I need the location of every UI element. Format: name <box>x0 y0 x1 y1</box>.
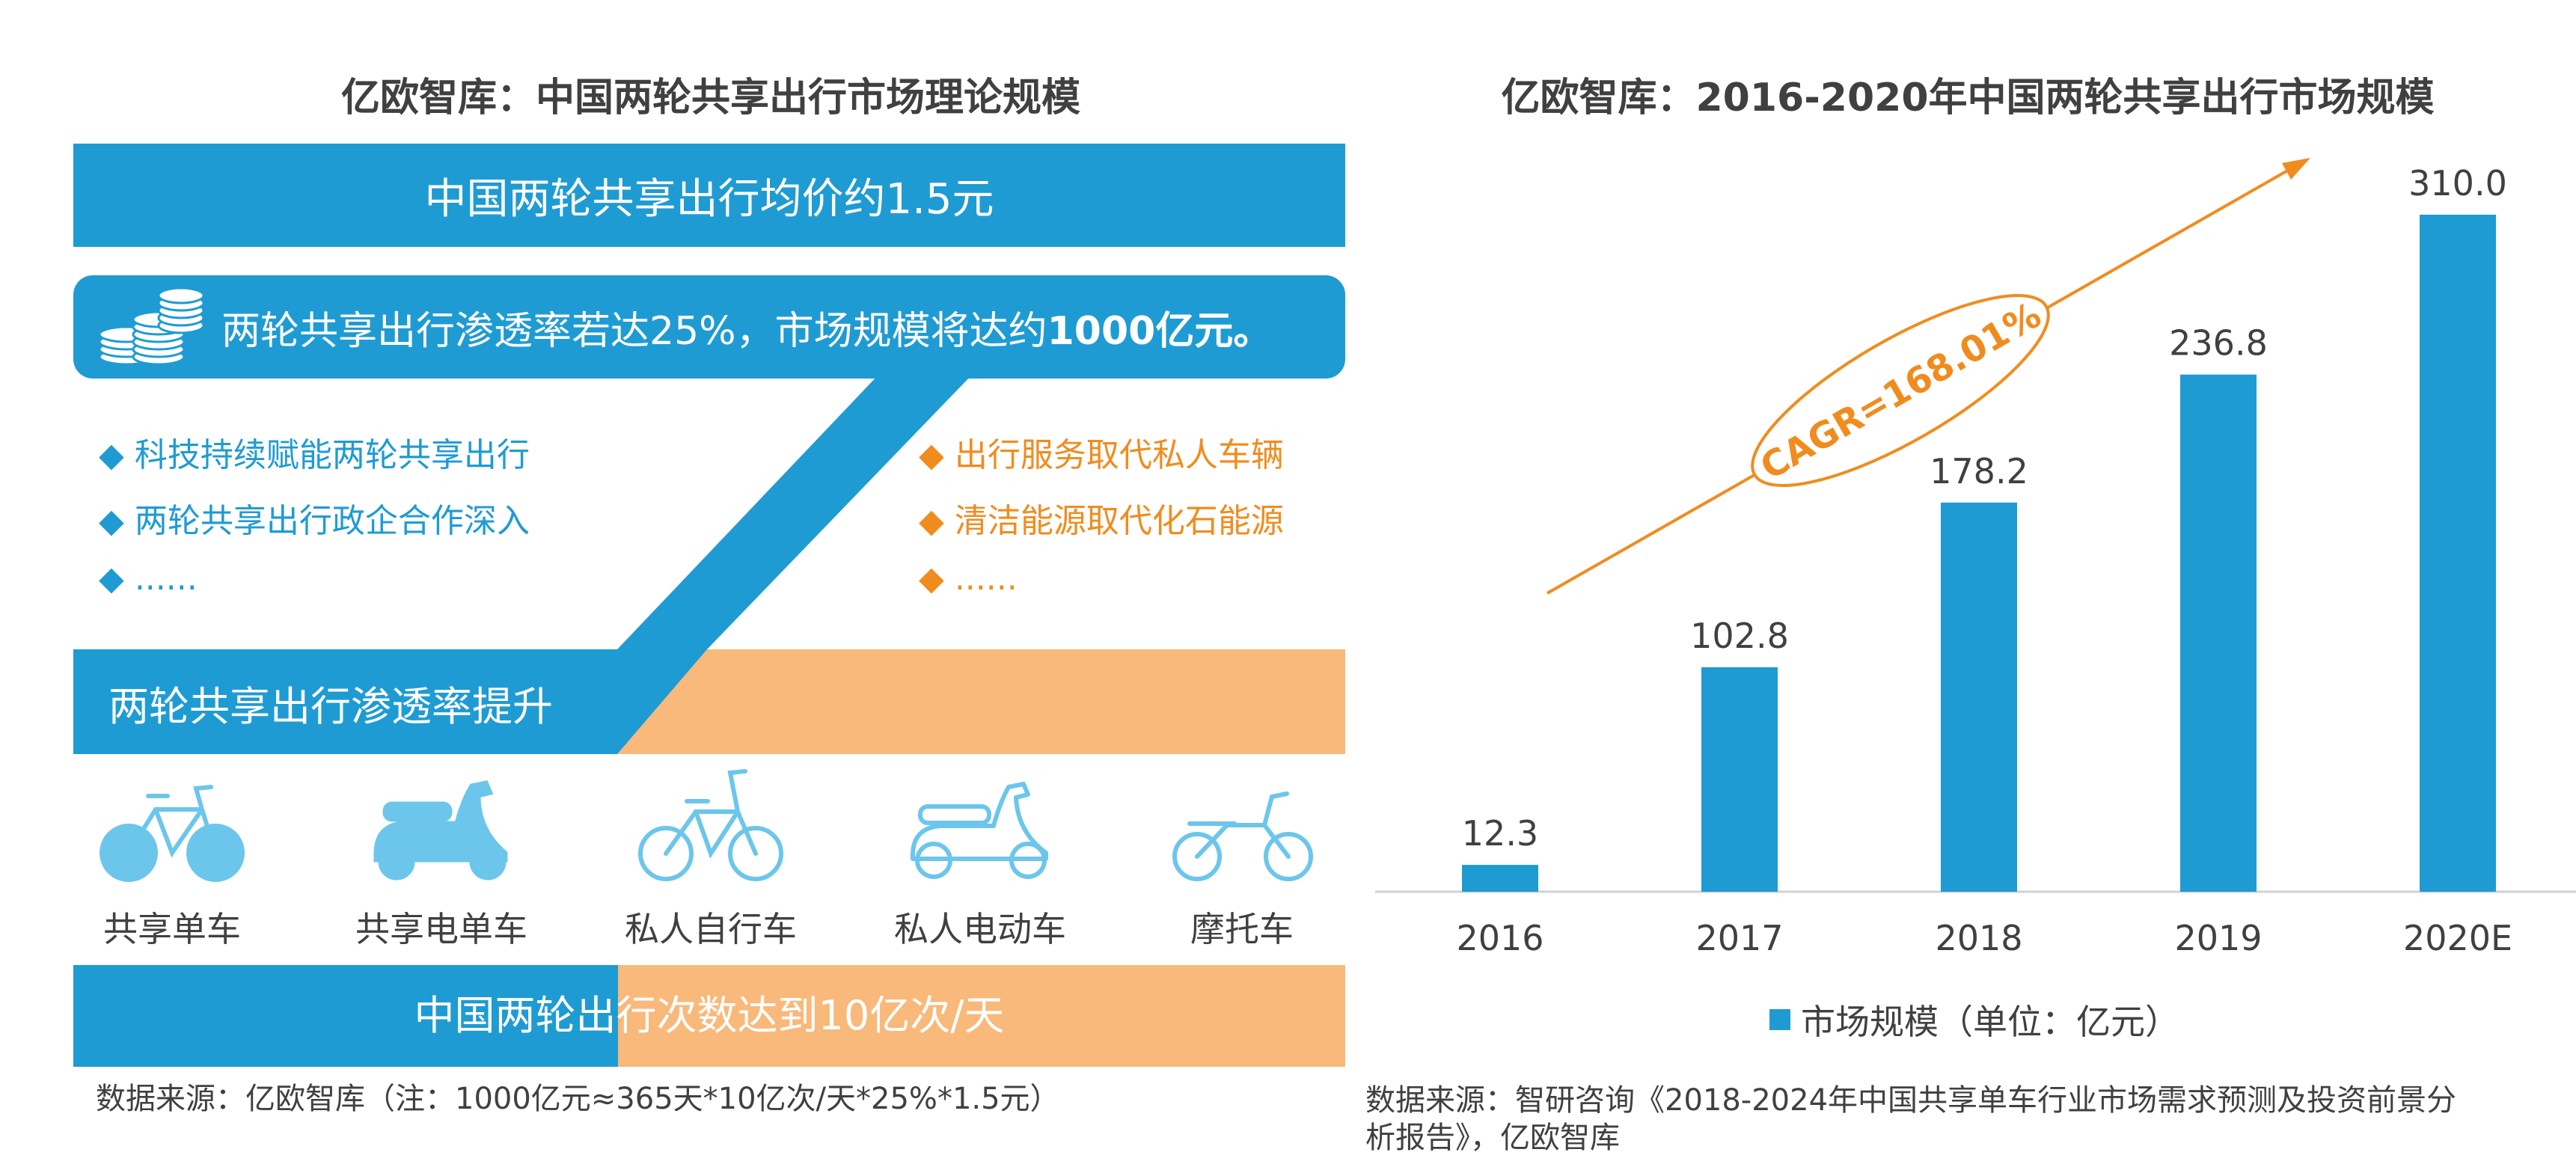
chart-title: 亿欧智库：2016-2020年中国两轮共享出行市场规模 <box>1501 76 2435 120</box>
driver-blue-3: ◆ ...... <box>99 560 198 598</box>
trips-band: 中国两轮出行次数达到10亿次/天 <box>73 965 1345 1067</box>
data-label-2017: 102.8 <box>1690 616 1789 656</box>
bar-2016 <box>1462 865 1538 892</box>
bicycle-icon <box>100 785 245 882</box>
rise-bar <box>73 649 1345 754</box>
vehicle-label-2: 共享电单车 <box>355 909 527 949</box>
bar-2017 <box>1701 667 1778 892</box>
bar-2018 <box>1941 502 2017 892</box>
vehicle-label-1: 共享单车 <box>103 909 241 949</box>
trips-band-text: 中国两轮出行次数达到10亿次/天 <box>414 992 1005 1039</box>
cagr-ellipse <box>1751 294 2050 487</box>
driver-blue-2: ◆ 两轮共享出行政企合作深入 <box>99 502 530 540</box>
tick-label-2018: 2018 <box>1935 918 2022 958</box>
left-title: 亿欧智库：中国两轮共享出行市场理论规模 <box>340 76 1080 120</box>
driver-blue-1: ◆ 科技持续赋能两轮共享出行 <box>99 436 530 474</box>
penetration-banner: 两轮共享出行渗透率若达25%，市场规模将达约1000亿元。 <box>73 275 1345 379</box>
bar-chart: 12.3 2016 102.8 2017 178.2 2018 236.8 2019 310.0… <box>1375 158 2576 958</box>
tick-label-2020E: 2020E <box>2403 918 2512 958</box>
scooter-icon <box>910 782 1048 879</box>
penetration-value: 1000亿元。 <box>1047 308 1273 354</box>
price-band: 中国两轮共享出行均价约1.5元 <box>73 144 1345 247</box>
rise-label: 两轮共享出行渗透率提升 <box>108 683 553 730</box>
tick-label-2019: 2019 <box>2174 918 2262 958</box>
data-label-2019: 236.8 <box>2169 323 2268 364</box>
vehicle-label-5: 摩托车 <box>1190 909 1294 949</box>
bar-2019 <box>2180 374 2257 892</box>
driver-orange-1: ◆ 出行服务取代私人车辆 <box>919 436 1284 474</box>
penetration-text: 两轮共享出行渗透率若达25%，市场规模将达约 <box>221 308 1047 354</box>
right-source-line1: 数据来源：智研咨询《2018-2024年中国共享单车行业市场需求预测及投资前景分 <box>1365 1083 2457 1118</box>
data-label-2020E: 310.0 <box>2408 163 2507 203</box>
bicycle-icon <box>638 769 783 881</box>
legend-label: 市场规模（单位：亿元） <box>1801 1002 2179 1042</box>
right-source-line2: 析报告》，亿欧智库 <box>1365 1121 1620 1155</box>
trend-arrowhead <box>2282 158 2310 180</box>
bar-2020E <box>2420 215 2496 892</box>
tick-label-2017: 2017 <box>1695 918 1783 958</box>
legend-swatch <box>1769 1009 1790 1030</box>
price-band-text: 中国两轮共享出行均价约1.5元 <box>424 174 994 224</box>
motorcycle-icon <box>1172 791 1313 881</box>
data-label-2016: 12.3 <box>1462 813 1538 854</box>
vehicle-label-3: 私人自行车 <box>625 909 797 949</box>
driver-orange-3: ◆ ...... <box>919 560 1018 598</box>
driver-orange-2: ◆ 清洁能源取代化石能源 <box>919 502 1284 540</box>
tick-label-2016: 2016 <box>1456 918 1544 958</box>
scooter-icon <box>373 780 508 881</box>
vehicle-label-4: 私人电动车 <box>894 909 1066 949</box>
left-source: 数据来源：亿欧智库（注：1000亿元≈365天*10亿次/天*25%*1.5元） <box>96 1082 1060 1116</box>
chart-legend: 市场规模（单位：亿元） <box>1769 995 2179 1044</box>
data-label-2018: 178.2 <box>1930 451 2028 491</box>
coins-icon <box>98 287 205 366</box>
